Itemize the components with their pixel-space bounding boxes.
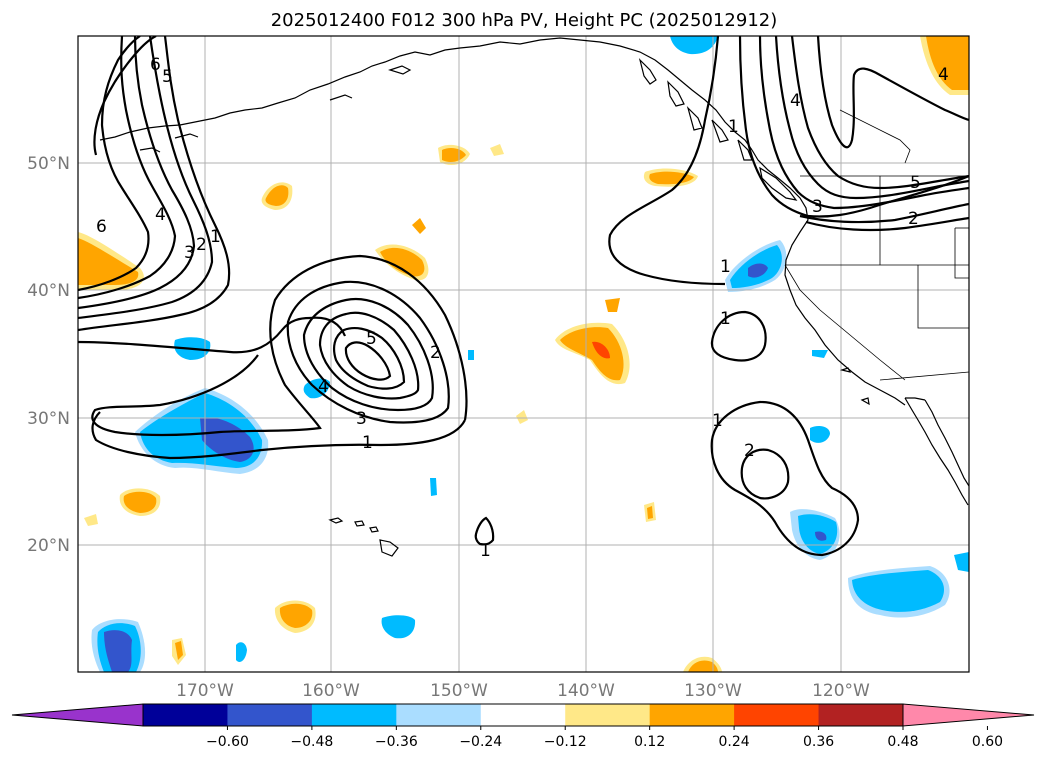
colorbar-tick-label: −0.24 [459,734,502,750]
colorbar-tick-label: −0.60 [206,734,249,750]
contour-label: 3 [356,409,367,429]
map-frame [77,35,970,673]
colorbar-cell [565,704,651,726]
contour-label: 5 [910,173,921,193]
lon-label: 130°W [684,681,742,701]
colorbar-cell [480,704,566,726]
contour-label: 2 [430,343,441,363]
contour-label: 4 [938,65,949,85]
contour-label: 4 [155,205,166,225]
contour-label: 5 [162,67,173,87]
contour-label: 1 [480,541,491,561]
map-title: 2025012400 F012 300 hPa PV, Height PC (2… [271,10,778,31]
colorbar-cell [143,704,228,726]
contour-label: 1 [728,117,739,137]
contour-label: 1 [362,433,373,453]
contour-label: 1 [712,411,723,431]
contour-label: 3 [184,243,195,263]
coastlines [99,37,969,557]
height-contours [78,36,969,557]
colorbar-cell [818,704,904,726]
lat-label: 40°N [27,281,70,301]
colorbar-cell [649,704,735,726]
lon-label: 140°W [557,681,615,701]
contour-label: 4 [318,377,329,397]
colorbar-cell [396,704,482,726]
lat-label: 20°N [27,536,70,556]
colorbar-under-arrow [11,703,144,727]
contour-label: 6 [96,217,107,237]
colorbar-cell [734,704,820,726]
contour-label: 5 [366,329,377,349]
contour-label: 2 [196,235,207,255]
colorbar-over-arrow [902,703,1035,727]
contour-label: 1 [720,257,731,277]
contour-label: 1 [210,227,221,247]
colorbar-tick-label: 0.36 [803,734,834,750]
colorbar-tick-label: 0.60 [972,734,1003,750]
contour-label: 2 [908,209,919,229]
colorbar-frame [142,703,904,727]
contour-label: 1 [720,309,731,329]
lon-label: 120°W [812,681,870,701]
political-borders [784,109,969,381]
contour-label: 4 [790,91,801,111]
contour-label: 3 [812,197,823,217]
lon-label: 160°W [302,681,360,701]
lat-label: 30°N [27,409,70,429]
colorbar: −0.60 −0.48 −0.36 −0.24 −0.12 0.12 0.24 0.36 0.4… [11,703,1035,750]
colorbar-cell [227,704,313,726]
colorbar-tick-label: 0.12 [634,734,665,750]
colorbar-tick-label: −0.12 [544,734,587,750]
lon-label: 150°W [430,681,488,701]
colorbar-cell [311,704,397,726]
contour-label: 6 [150,55,161,75]
latitude-labels: 50°N 40°N 30°N 20°N [27,154,70,556]
longitude-labels: 170°W 160°W 150°W 140°W 130°W 120°W [176,681,870,701]
lon-label: 170°W [176,681,234,701]
lat-label: 50°N [27,154,70,174]
contour-label: 2 [744,441,755,461]
colorbar-tick-label: −0.48 [290,734,333,750]
colorbar-tick-label: 0.48 [887,734,918,750]
colorbar-tick-label: 0.24 [719,734,750,750]
contour-labels: 6 5 4 3 2 1 6 5 4 3 2 1 1 1 1 2 1 4 5 3 … [96,55,949,561]
colorbar-tick-label: −0.36 [375,734,418,750]
map-area: 6 5 4 3 2 1 6 5 4 3 2 1 1 1 1 2 1 4 5 3 … [78,36,969,672]
